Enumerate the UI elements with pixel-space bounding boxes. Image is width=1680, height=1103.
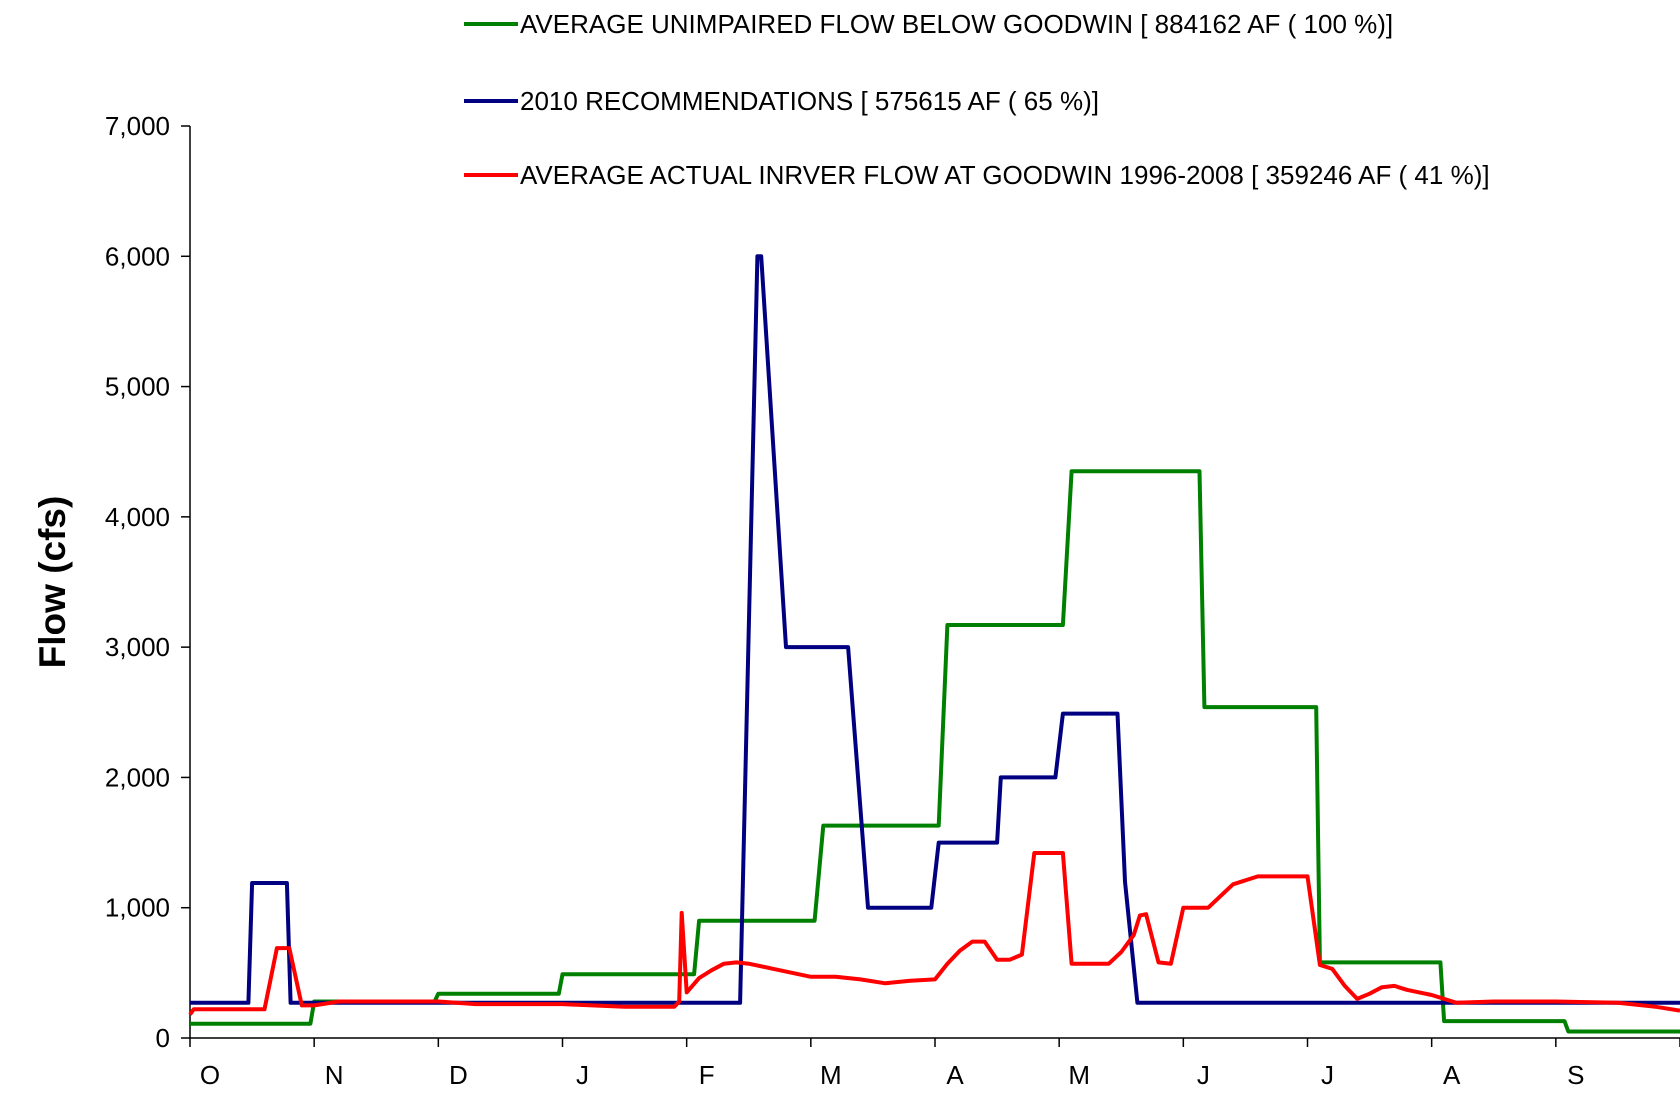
x-tick-label: J — [576, 1060, 589, 1090]
series-line-2 — [190, 254, 1680, 1005]
x-tick-label: D — [449, 1060, 468, 1090]
y-tick-label: 1,000 — [105, 893, 170, 923]
series-lines — [188, 254, 1680, 1034]
x-tick-label: M — [820, 1060, 842, 1090]
x-tick-label: J — [1197, 1060, 1210, 1090]
x-tick-label: F — [699, 1060, 715, 1090]
x-tick-label: M — [1068, 1060, 1090, 1090]
y-axis-ticks: 0 1,000 2,000 3,000 4,000 5,000 6,000 7,000 — [105, 111, 190, 1053]
y-tick-label: 7,000 — [105, 111, 170, 141]
y-tick-label: 0 — [156, 1023, 170, 1053]
x-tick-label: N — [325, 1060, 344, 1090]
legend-label: AVERAGE ACTUAL INRVER FLOW AT GOODWIN 19… — [520, 160, 1490, 190]
chart-axes — [189, 126, 1680, 1039]
legend: AVERAGE UNIMPAIRED FLOW BELOW GOODWIN [ … — [464, 9, 1490, 190]
legend-label: AVERAGE UNIMPAIRED FLOW BELOW GOODWIN [ … — [520, 9, 1393, 39]
x-tick-label: O — [200, 1060, 220, 1090]
series-line-1 — [190, 469, 1680, 1034]
x-tick-label: A — [946, 1060, 964, 1090]
y-tick-label: 4,000 — [105, 502, 170, 532]
y-axis-label: Flow (cfs) — [32, 496, 73, 669]
y-tick-label: 2,000 — [105, 762, 170, 792]
series-line-3 — [188, 851, 1680, 1016]
y-tick-label: 3,000 — [105, 632, 170, 662]
legend-label: 2010 RECOMMENDATIONS [ 575615 AF ( 65 %)… — [520, 86, 1099, 116]
x-tick-label: J — [1321, 1060, 1334, 1090]
x-tick-label: S — [1567, 1060, 1584, 1090]
y-tick-label: 5,000 — [105, 372, 170, 402]
x-tick-label: A — [1443, 1060, 1461, 1090]
y-tick-label: 6,000 — [105, 241, 170, 271]
